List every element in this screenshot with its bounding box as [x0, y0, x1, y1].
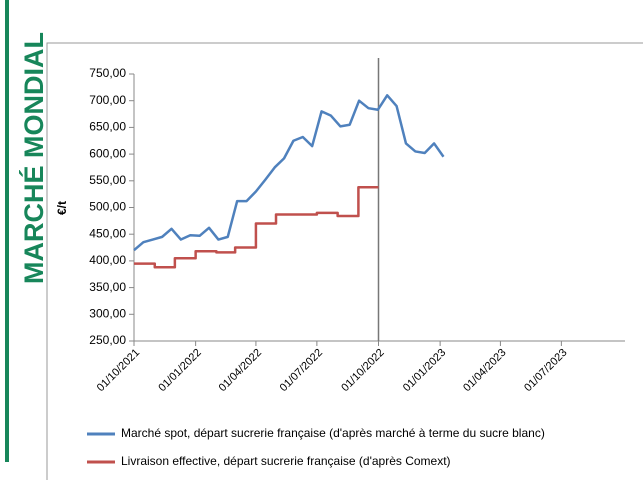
- y-tick-label: 700,00: [89, 93, 126, 107]
- y-tick-label: 500,00: [89, 200, 126, 214]
- y-tick-label: 650,00: [89, 120, 126, 134]
- frame: [46, 42, 643, 480]
- x-tick-label: 01/04/2022: [217, 347, 264, 394]
- x-tick-label: 01/07/2022: [278, 347, 325, 394]
- x-tick-label: 01/07/2023: [522, 347, 569, 394]
- side-bar: [5, 0, 9, 462]
- y-axis-label: €/t: [55, 201, 69, 215]
- y-tick-label: 750,00: [89, 66, 126, 80]
- y-tick-label: 450,00: [89, 226, 126, 240]
- y-tick-label: 600,00: [89, 146, 126, 160]
- side-title: MARCHÉ MONDIAL: [18, 32, 49, 284]
- y-tick-label: 550,00: [89, 173, 126, 187]
- y-tick-label: 350,00: [89, 280, 126, 294]
- x-tick-label: 01/10/2021: [95, 347, 142, 394]
- legend-label: Livraison effective, départ sucrerie fra…: [121, 454, 451, 468]
- y-tick-label: 250,00: [89, 333, 126, 347]
- y-tick-label: 400,00: [89, 253, 126, 267]
- series-line: [133, 94, 445, 252]
- x-tick-label: 01/04/2023: [461, 347, 508, 394]
- legend-label: Marché spot, départ sucrerie française (…: [121, 426, 545, 440]
- x-tick-label: 01/10/2022: [339, 347, 386, 394]
- x-tick-label: 01/01/2022: [156, 347, 203, 394]
- series-line: [134, 185, 379, 269]
- y-tick-label: 300,00: [89, 306, 126, 320]
- x-tick-label: 01/01/2023: [401, 347, 448, 394]
